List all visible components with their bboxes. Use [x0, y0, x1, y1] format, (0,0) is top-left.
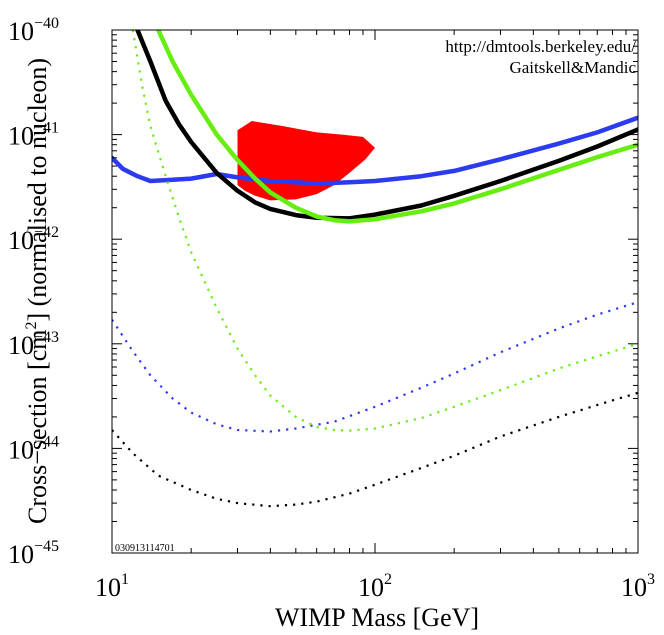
- y-tick-label-base: 10: [8, 226, 34, 255]
- x-tick-label: 102: [358, 571, 392, 602]
- y-tick-label: 10−41: [8, 120, 59, 151]
- x-tick-label-exponent: 1: [121, 571, 129, 588]
- series-2-solid-line: [135, 30, 638, 221]
- plot-area: [112, 30, 638, 508]
- plot-background: [112, 30, 638, 553]
- annotation-stamp: 030913114701: [115, 543, 175, 554]
- axis-ticks: [111, 30, 638, 554]
- x-tick-label-base: 10: [358, 573, 384, 602]
- series-4-dotted-line: [112, 301, 638, 433]
- y-tick-label: 10−42: [8, 224, 59, 255]
- x-tick-label-exponent: 3: [647, 571, 655, 588]
- y-tick-label: 10−40: [8, 15, 59, 46]
- y-tick-label-exponent: −40: [34, 15, 59, 32]
- annotation-url: http://dmtools.berkeley.edu/: [445, 37, 636, 56]
- series-5-dotted-line: [131, 30, 638, 432]
- x-tick-label-base: 10: [95, 573, 121, 602]
- y-axis-title: Cross−section [cm2] (normalised to nucle…: [23, 58, 52, 524]
- y-tick-label-base: 10: [8, 435, 34, 464]
- series-6-dotted-line: [112, 391, 638, 508]
- x-tick-label-exponent: 2: [384, 571, 392, 588]
- y-tick-label-base: 10: [8, 331, 34, 360]
- y-tick-label: 10−43: [8, 329, 59, 360]
- y-tick-label-exponent: −42: [34, 224, 59, 241]
- y-tick-label-base: 10: [8, 540, 34, 569]
- y-axis-title-main: Cross−section [cm: [23, 330, 52, 524]
- y-tick-label-exponent: −41: [34, 120, 59, 137]
- x-axis-title: WIMP Mass [GeV]: [275, 603, 479, 632]
- x-tick-label: 103: [621, 571, 655, 602]
- y-tick-label-base: 10: [8, 17, 34, 46]
- y-tick-label-exponent: −43: [34, 329, 59, 346]
- y-tick-label: 10−45: [8, 538, 59, 569]
- y-tick-label-exponent: −45: [34, 538, 59, 555]
- y-tick-label-exponent: −44: [34, 433, 59, 450]
- y-axis-title-tail: ] (normalised to nucleon): [23, 58, 52, 322]
- x-tick-label-base: 10: [621, 573, 647, 602]
- y-tick-label: 10−44: [8, 433, 59, 464]
- annotation-credit: Gaitskell&Mandic: [509, 58, 636, 77]
- x-tick-label: 101: [95, 571, 129, 602]
- y-axis-title-superscript: 2: [23, 322, 40, 330]
- series-1-solid-line: [112, 115, 638, 186]
- series-3-solid-line: [156, 30, 638, 224]
- y-tick-label-base: 10: [8, 122, 34, 151]
